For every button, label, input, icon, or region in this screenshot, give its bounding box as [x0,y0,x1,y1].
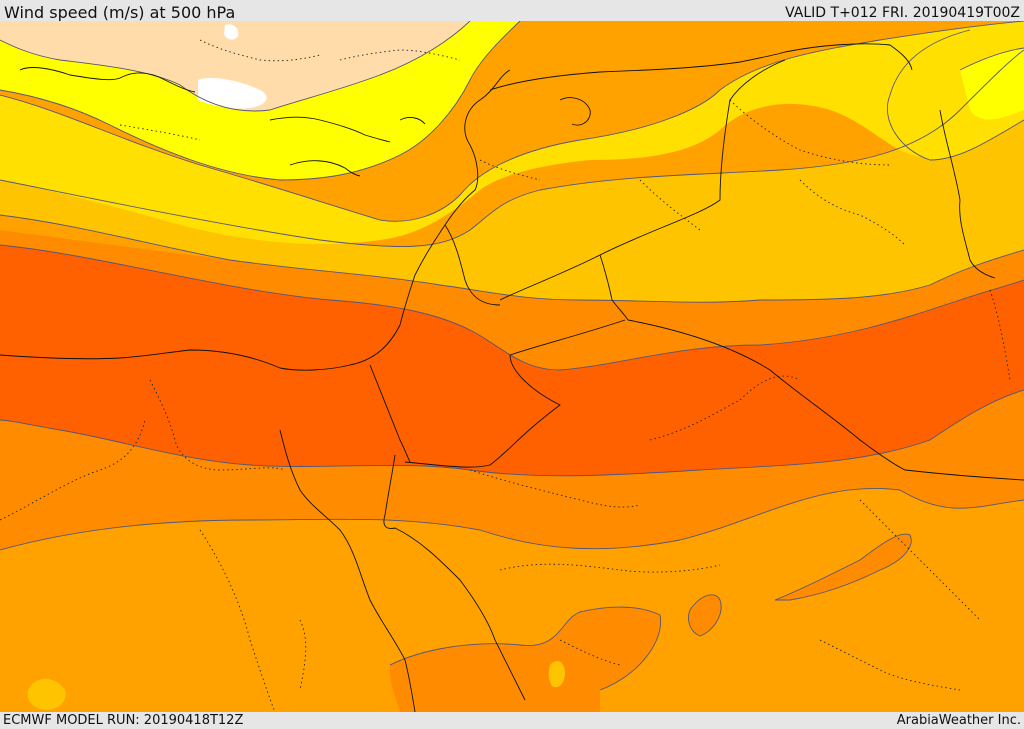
contour-lines [0,21,1024,691]
band-white-2 [224,24,239,40]
blob-se-1 [775,534,912,600]
blob-se-2 [688,594,722,636]
band-red-orange [0,245,1024,476]
band-gold [0,21,1024,245]
valid-time: VALID T+012 FRI. 20190419T00Z [785,5,1020,21]
country-borders [369,43,1024,481]
map-title: Wind speed (m/s) at 500 hPa [4,3,236,22]
coastlines [0,67,591,712]
internal-borders [0,39,1011,712]
header-bar: Wind speed (m/s) at 500 hPa VALID T+012 … [0,0,1024,22]
band-peach [0,21,470,111]
wind-speed-map [0,21,1024,712]
footer-bar: ECMWF MODEL RUN: 20190418T12Z ArabiaWeat… [0,712,1024,729]
blob-s-1 [389,607,661,712]
band-yellow-east [960,48,1024,120]
band-white [198,78,267,109]
blob-light-sw [27,678,66,710]
blob-light-s [548,660,565,688]
map-canvas [0,21,1024,712]
model-run: ECMWF MODEL RUN: 20190418T12Z [3,713,244,728]
credit-text: ArabiaWeather Inc. [896,713,1021,728]
